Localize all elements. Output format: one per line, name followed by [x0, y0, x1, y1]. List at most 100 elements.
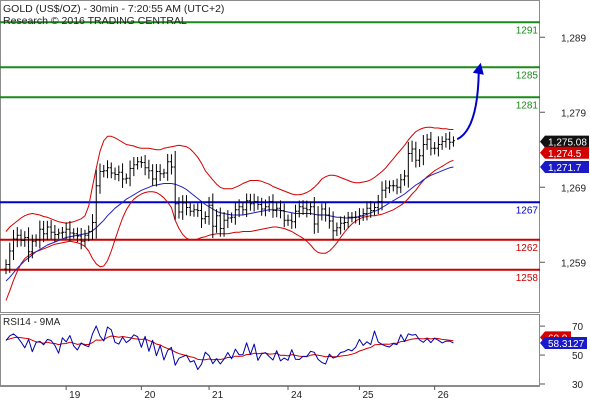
price-bar [169, 154, 174, 175]
price-bar [162, 168, 166, 178]
price-bar [436, 136, 440, 157]
price-bar [42, 220, 46, 243]
price-bar [196, 203, 200, 217]
x-tick-label: 20 [144, 390, 156, 400]
level-label-1291: 1291 [516, 25, 539, 36]
price-bar [342, 215, 346, 231]
level-label-1262: 1262 [516, 243, 539, 254]
price-bar [147, 159, 151, 179]
price-bar [90, 214, 95, 240]
price-bar [372, 202, 377, 216]
rsi-tag-text: 58.3127 [548, 339, 585, 350]
price-bar [26, 227, 31, 262]
price-bar [418, 149, 422, 167]
price-bar [448, 131, 452, 150]
price-bar [230, 212, 234, 223]
price-bar [312, 196, 316, 234]
moving-average-line [5, 166, 454, 282]
price-bar [79, 227, 83, 250]
price-bar [4, 259, 8, 275]
price-bar [376, 194, 380, 215]
price-bar [421, 135, 425, 166]
rsi-y-tick-label: 50 [572, 351, 584, 362]
y-tick-label: 1,269 [561, 183, 586, 194]
price-bar [286, 214, 290, 226]
forecast-arrow [456, 71, 480, 141]
chart-subtitle: Research © 2016 TRADING CENTRAL [3, 15, 187, 27]
price-bar [102, 164, 106, 178]
level-label-1285: 1285 [516, 70, 539, 81]
price-bar [158, 164, 162, 182]
price-bar [444, 133, 448, 148]
price-bar [98, 163, 102, 194]
price-bar [387, 180, 392, 194]
price-bar [316, 206, 320, 233]
rsi-line [5, 325, 454, 370]
price-bar [154, 164, 158, 187]
price-bar [256, 196, 260, 210]
price-bar [402, 169, 407, 186]
price-bar [38, 220, 42, 249]
price-bar [109, 162, 113, 179]
price-bar [278, 200, 283, 219]
price-bar [451, 136, 456, 147]
price-bar [248, 193, 252, 211]
price-bar [211, 193, 215, 239]
y-tick-label: 1,259 [561, 258, 586, 269]
price-bar [263, 199, 268, 217]
price-bar [354, 211, 358, 224]
price-bar [414, 141, 418, 168]
y-tick-label: 1,289 [561, 33, 586, 44]
price-bar [429, 131, 433, 156]
price-bar [60, 226, 64, 239]
price-bar [222, 212, 226, 237]
price-bar [339, 216, 343, 235]
price-bar [297, 200, 301, 218]
price-bar [233, 202, 237, 225]
price-bar [406, 141, 410, 188]
price-bar [260, 197, 264, 216]
price-tag: 1,274.5 [540, 146, 589, 160]
price-bar [11, 229, 16, 261]
price-bar [440, 136, 444, 150]
rsi-title: RSI14 - 9MA [3, 317, 61, 328]
price-bar [132, 157, 136, 177]
price-bar [267, 196, 271, 213]
y-tick-label: 1,279 [561, 108, 586, 119]
level-label-1258: 1258 [516, 273, 539, 284]
price-bar [327, 207, 331, 229]
price-bar [120, 163, 125, 188]
price-bar [237, 199, 241, 218]
price-bar [410, 140, 414, 162]
x-tick-label: 19 [69, 390, 81, 400]
x-tick-label: 24 [291, 390, 303, 400]
price-bar [293, 204, 298, 229]
price-bar [245, 193, 249, 218]
price-bar [57, 228, 61, 239]
price-bar [252, 193, 256, 212]
price-bar [305, 200, 309, 218]
price-bar [365, 201, 369, 221]
price-bar [399, 173, 403, 194]
level-label-1267: 1267 [516, 205, 539, 216]
price-bar [391, 180, 395, 192]
price-bar [23, 231, 27, 247]
price-tag-box [540, 146, 589, 159]
forecast-arrow-head [472, 62, 484, 75]
price-bar [207, 196, 211, 225]
price-bar [117, 165, 121, 182]
price-bar [425, 133, 429, 150]
price-bar [331, 211, 335, 241]
price-bar [226, 210, 230, 229]
price-bar [320, 203, 324, 221]
price-bar [203, 211, 207, 224]
price-bar [184, 195, 189, 216]
price-bar [346, 211, 350, 228]
rsi-tag-box [540, 337, 587, 350]
price-bar [218, 207, 222, 237]
price-tag-text: 1,271.7 [548, 163, 582, 174]
price-bar [139, 156, 143, 168]
x-tick-label: 26 [438, 390, 450, 400]
rsi-tag: 58.3127 [540, 337, 587, 350]
